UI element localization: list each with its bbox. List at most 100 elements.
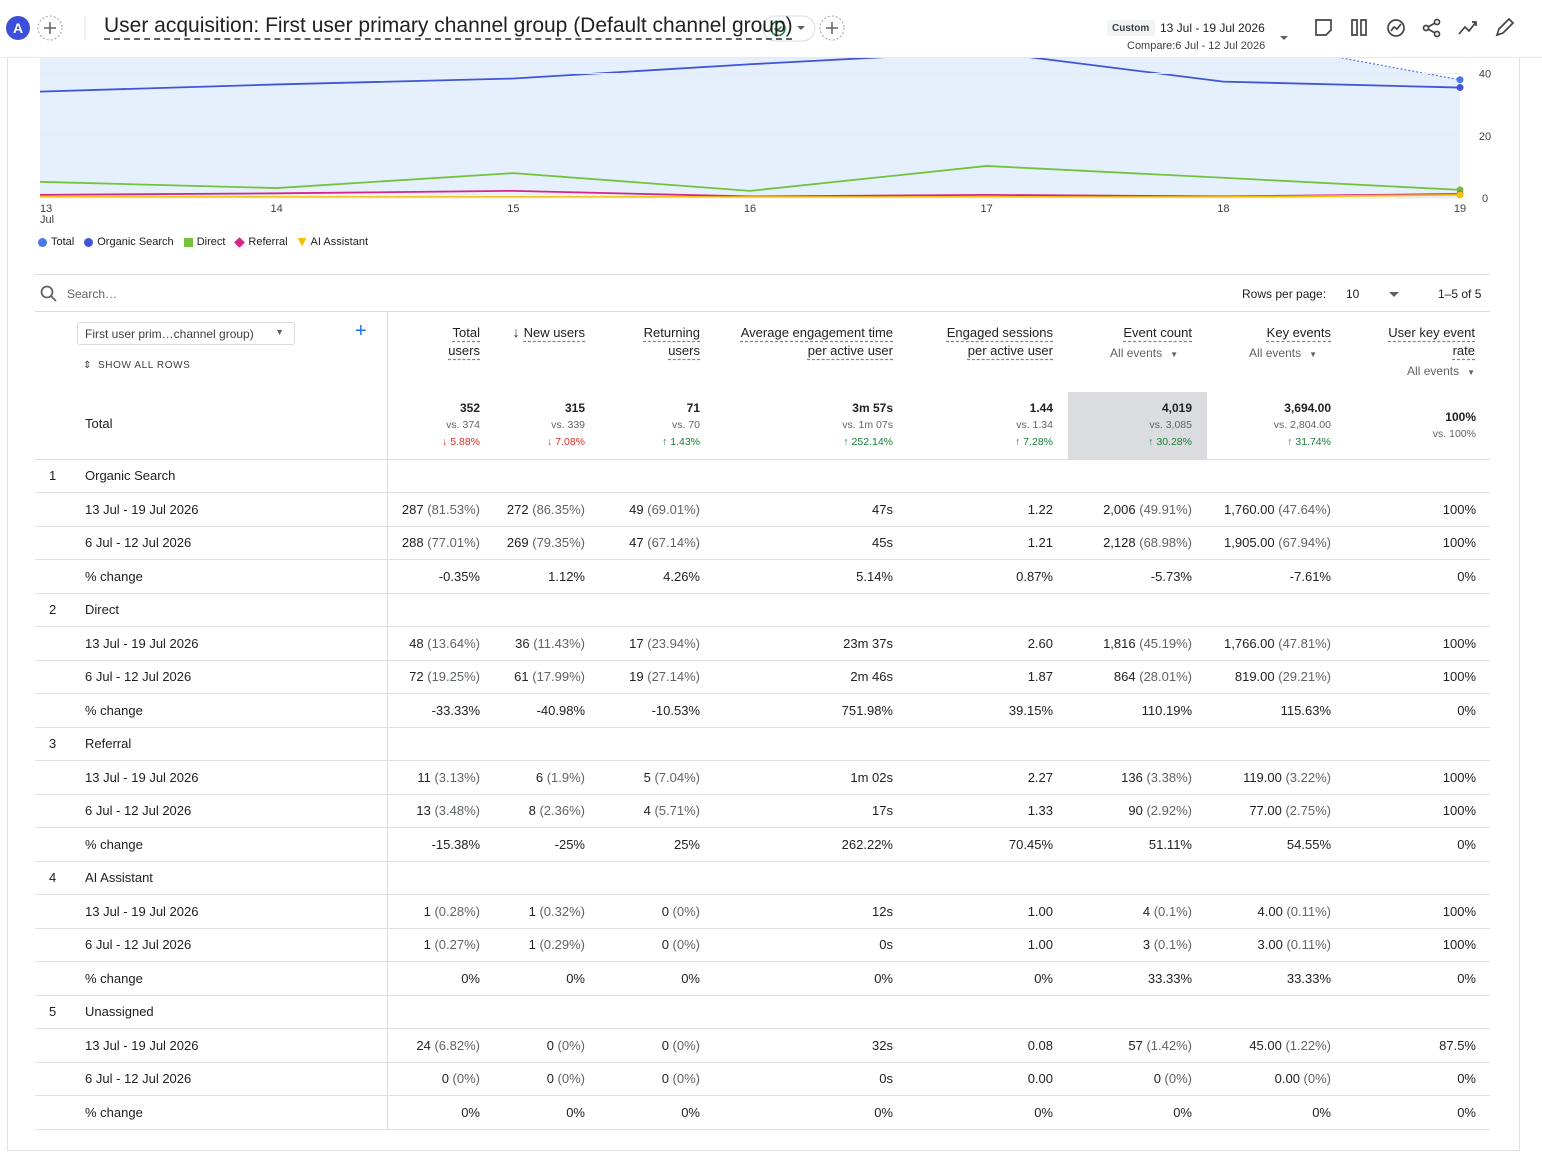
group-row: 3 Referral	[35, 727, 1490, 761]
cell-share: (86.35%)	[528, 501, 585, 517]
data-cell: 5 (7.04%)	[600, 760, 715, 795]
dimension-dropdown[interactable]: First user prim…channel group) ▼	[77, 322, 295, 345]
data-cell: 48 (13.64%)	[387, 626, 495, 661]
data-cell: 1m 02s	[715, 760, 908, 795]
legend-label: Direct	[196, 236, 226, 248]
column-header[interactable]: Total users	[387, 312, 495, 392]
total-change: ↑ 30.28%	[1068, 434, 1192, 450]
rows-caret[interactable]	[1388, 291, 1400, 299]
data-cell: 0%	[1346, 693, 1490, 728]
group-rank: 5	[49, 1004, 57, 1020]
range-type[interactable]: Custom	[1112, 23, 1150, 34]
column-header[interactable]: User key event rate All events ▼	[1346, 312, 1490, 392]
data-cell: 19 (27.14%)	[600, 660, 715, 694]
cell-value: 90	[1128, 803, 1143, 819]
cell-share: (2.36%)	[535, 803, 585, 819]
cell-share: (81.53%)	[423, 501, 480, 517]
cell-share: (29.21%)	[1274, 669, 1331, 685]
column-header[interactable]: Event count All events ▼	[1068, 312, 1207, 392]
cell-value: 1	[528, 937, 536, 953]
filter-caret: ▼	[1170, 350, 1178, 359]
cell-share: (47.64%)	[1274, 501, 1331, 517]
date-range[interactable]: 13 Jul - 19 Jul 2026	[1160, 21, 1265, 35]
data-cell: 100%	[1346, 760, 1490, 795]
pagination: 1–5 of 5	[1438, 287, 1482, 301]
report-table: Search… Rows per page: 10 1–5 of 5 First…	[35, 274, 1490, 1130]
cell-value: 2,006	[1103, 501, 1136, 517]
add-dimension[interactable]: +	[355, 320, 367, 342]
legend-item: Direct	[183, 236, 226, 248]
series-line	[39, 58, 1461, 93]
group-name: Organic Search	[85, 468, 176, 484]
metric-filter[interactable]: All events ▼	[1346, 362, 1475, 382]
cell-share: (1.42%)	[1142, 1037, 1192, 1053]
data-cell: 0 (0%)	[1068, 1062, 1207, 1096]
metric-filter[interactable]: All events ▼	[1068, 344, 1192, 364]
group-row: 5 Unassigned	[35, 995, 1490, 1029]
total-cell: 71 vs. 70 ↑ 1.43%	[600, 392, 715, 460]
column-header[interactable]: Key events All events ▼	[1207, 312, 1346, 392]
metric-filter[interactable]: All events ▼	[1207, 344, 1331, 364]
total-change: ↑ 1.43%	[600, 434, 700, 450]
total-compare: vs. 339	[551, 419, 585, 431]
data-cell: 51.11%	[1068, 827, 1207, 862]
change-value: 7.08%	[555, 436, 585, 448]
data-cell: 0%	[1346, 559, 1490, 594]
cell-share: (0%)	[1299, 1071, 1331, 1087]
group-empty	[387, 861, 1490, 895]
cell-share: (0.1%)	[1150, 903, 1192, 919]
cell-share: (0.11%)	[1282, 937, 1331, 953]
data-cell: 32s	[715, 1028, 908, 1063]
group-name: Unassigned	[85, 1004, 154, 1020]
cell-share: (27.14%)	[643, 669, 700, 685]
column-title: Total users	[388, 324, 480, 360]
column-header[interactable]: ↓ New users	[495, 312, 600, 392]
series-line	[40, 193, 1461, 198]
data-cell: 0%	[600, 961, 715, 996]
cell-value: 136	[1121, 769, 1143, 785]
column-header[interactable]: Returning users	[600, 312, 715, 392]
data-cell: 819.00 (29.21%)	[1207, 660, 1346, 694]
avatar[interactable]: A	[12, 20, 24, 36]
cell-share: (0.29%)	[535, 937, 585, 953]
cell-value: 1,766.00	[1224, 635, 1275, 651]
data-cell: -7.61%	[1207, 559, 1346, 594]
total-change: ↑ 7.28%	[908, 434, 1053, 450]
x-tick-label: 17	[981, 203, 993, 215]
data-cell: 0.00	[908, 1062, 1068, 1096]
filter-caret: ▼	[1467, 368, 1475, 377]
data-cell: 8 (2.36%)	[495, 794, 600, 828]
column-header[interactable]: Average engagement time per active user	[715, 312, 908, 392]
cell-share: (0%)	[668, 937, 700, 953]
total-compare: vs. 100%	[1432, 428, 1476, 440]
frame	[7, 0, 1520, 1151]
rows-per-page[interactable]: 10	[1346, 287, 1360, 301]
legend-item: Organic Search	[84, 236, 174, 248]
group-rank: 1	[49, 468, 57, 484]
data-cell: -5.73%	[1068, 559, 1207, 594]
cell-value: 0	[441, 1071, 449, 1087]
column-label: New users	[523, 325, 585, 340]
column-header[interactable]: Engaged sessions per active user	[908, 312, 1068, 392]
data-cell: 2m 46s	[715, 660, 908, 694]
cell-value: 0	[546, 1037, 554, 1053]
data-row: 6 Jul - 12 Jul 2026 72 (19.25%) 61 (17.99%…	[35, 660, 1490, 694]
data-row: % change -33.33% -40.98% -10.53% 751.98% 39.1…	[35, 693, 1490, 728]
column-label: Key events	[1266, 325, 1331, 340]
show-all-rows[interactable]: ⇕ SHOW ALL ROWS	[83, 360, 190, 371]
search-input[interactable]: Search…	[67, 287, 118, 301]
change-value: 31.74%	[1295, 436, 1331, 448]
cell-value: 864	[1113, 669, 1136, 685]
data-cell: 100%	[1346, 626, 1490, 661]
legend-label: Total	[51, 236, 75, 248]
compare-range[interactable]: Compare:6 Jul - 12 Jul 2026	[1127, 40, 1266, 52]
data-cell: 0s	[715, 928, 908, 962]
sort-arrow: ↓	[512, 324, 520, 340]
data-cell: 4 (5.71%)	[600, 794, 715, 828]
cell-share: (45.19%)	[1135, 635, 1192, 651]
chart: 0 20 40 13 14 15 16 17 18 19 Jul	[39, 58, 1491, 226]
cell-share: (23.94%)	[643, 635, 700, 651]
data-cell: 1 (0.29%)	[495, 928, 600, 962]
group-cell: 3 Referral	[35, 727, 388, 761]
